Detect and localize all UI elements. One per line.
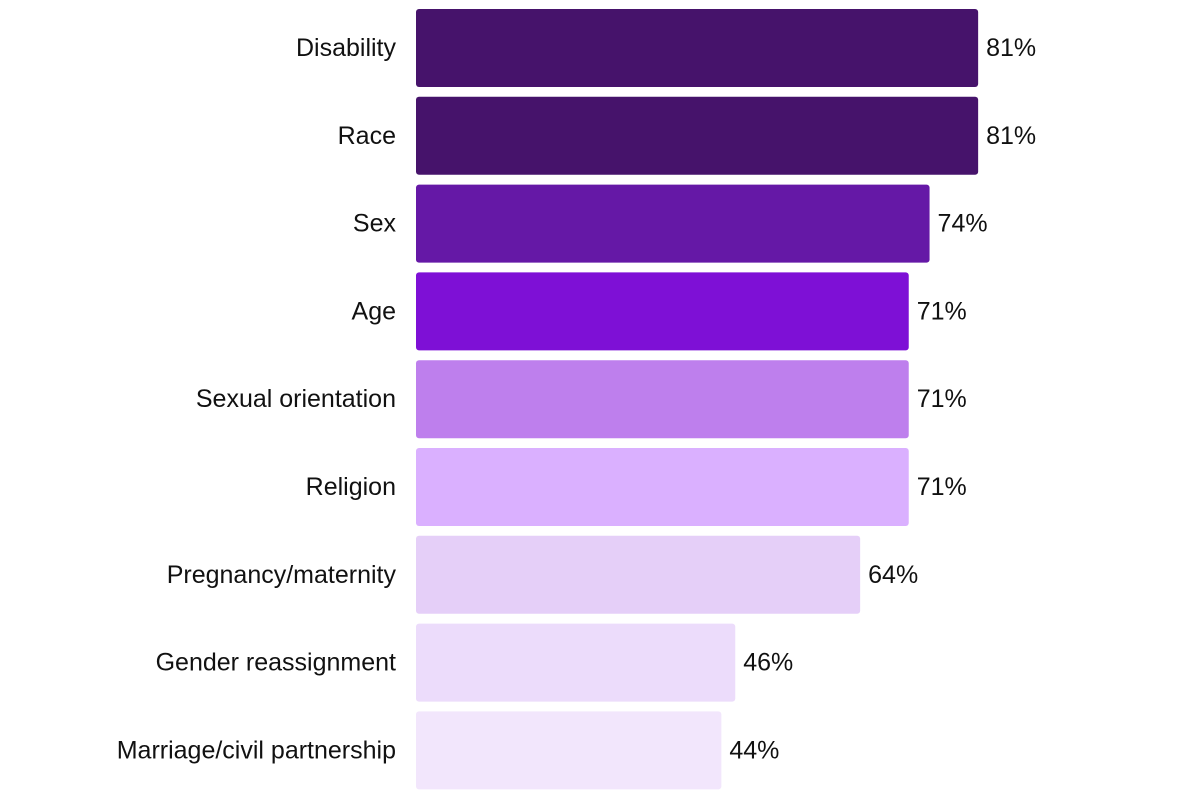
value-label-sex: 74% xyxy=(938,210,988,238)
value-label-disability: 81% xyxy=(986,34,1036,62)
value-label-race: 81% xyxy=(986,122,1036,150)
bars-group xyxy=(416,9,979,790)
category-label-sexual-orientation: Sexual orientation xyxy=(196,385,396,413)
bar-marriage-civil-partnership xyxy=(416,711,722,790)
value-labels-group: 81% 81% 74% 71% 71% 71% 64% 46% 44% xyxy=(729,34,1036,764)
category-labels-group: Disability Race Sex Age Sexual orientation Re… xyxy=(117,34,397,764)
category-label-race: Race xyxy=(338,122,396,150)
category-label-religion: Religion xyxy=(306,473,396,501)
value-label-sexual-orientation: 71% xyxy=(917,385,967,413)
value-label-age: 71% xyxy=(917,297,967,325)
category-label-gender-reassignment: Gender reassignment xyxy=(156,649,396,677)
bar-pregnancy-maternity xyxy=(416,535,861,614)
category-label-age: Age xyxy=(352,297,396,325)
bar-age xyxy=(416,272,909,351)
bar-gender-reassignment xyxy=(416,623,736,702)
category-label-sex: Sex xyxy=(353,210,397,238)
bar-race xyxy=(416,96,979,175)
category-label-marriage-civil-partnership: Marriage/civil partnership xyxy=(117,736,396,764)
value-label-religion: 71% xyxy=(917,473,967,501)
value-label-marriage-civil-partnership: 44% xyxy=(729,736,779,764)
bar-sex xyxy=(416,184,930,263)
value-label-pregnancy-maternity: 64% xyxy=(868,561,918,589)
bar-religion xyxy=(416,448,909,526)
bar-sexual-orientation xyxy=(416,360,909,439)
category-label-pregnancy-maternity: Pregnancy/maternity xyxy=(167,561,397,589)
bar-disability xyxy=(416,9,979,87)
category-label-disability: Disability xyxy=(296,34,397,62)
value-label-gender-reassignment: 46% xyxy=(743,649,793,677)
